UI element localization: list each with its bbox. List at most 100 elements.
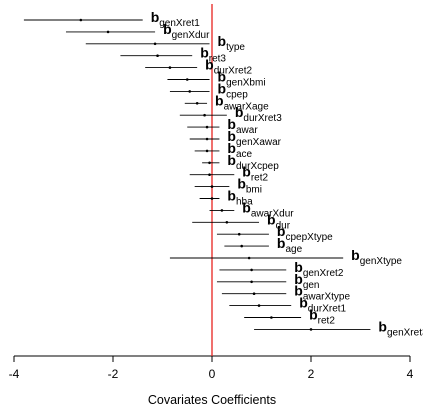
coef-label-type: btype xyxy=(218,33,246,53)
coef-row-10: bgenXawar xyxy=(189,128,282,148)
estimate-point-gen xyxy=(250,280,253,284)
estimate-point-durXret2 xyxy=(168,66,172,69)
coef-label-main: b xyxy=(299,295,308,311)
coef-label-subscript: ret2 xyxy=(318,316,336,327)
x-tick-label-0: -4 xyxy=(9,367,20,381)
estimate-point-awar xyxy=(205,125,209,129)
coef-label-main: b xyxy=(378,318,387,334)
coef-label-subscript: cpepXtype xyxy=(285,232,333,243)
estimate-point-genXtype xyxy=(247,256,251,260)
coef-label-main: b xyxy=(277,223,286,239)
coef-label-bmi: bbmi xyxy=(237,176,262,196)
coef-row-26: bgenXret3 xyxy=(254,318,423,338)
coef-label-subscript: durXret1 xyxy=(308,304,347,315)
coef-label-awar: bawar xyxy=(227,116,258,136)
coef-label-subscript: durXret3 xyxy=(243,113,282,124)
coef-label-durXret3: bdurXret3 xyxy=(235,104,282,124)
coef-label-subscript: ret2 xyxy=(251,173,269,184)
coef-label-main: b xyxy=(294,259,303,275)
coef-label-hba: bhba xyxy=(227,188,253,208)
estimate-point-durXcpep xyxy=(208,161,211,165)
coef-label-durXcpep: bdurXcpep xyxy=(227,152,279,172)
coef-label-subscript: awar xyxy=(236,125,258,136)
estimate-point-ret2 xyxy=(270,316,273,319)
coef-row-25: bret2 xyxy=(244,307,335,327)
coef-label-ret3: bret3 xyxy=(200,45,226,65)
coef-label-gen: bgen xyxy=(294,271,319,291)
coef-row-2: btype xyxy=(85,33,246,53)
coef-label-main: b xyxy=(227,116,236,132)
estimate-point-genXawar xyxy=(205,137,209,141)
coef-row-22: bgen xyxy=(216,271,320,291)
estimate-point-dur xyxy=(225,221,229,224)
coef-label-main: b xyxy=(227,128,236,144)
coef-label-ret2: bret2 xyxy=(309,307,335,327)
coef-label-cpepXtype: bcpepXtype xyxy=(277,223,333,243)
estimate-point-ace xyxy=(205,149,209,153)
coef-label-subscript: awarXage xyxy=(224,101,269,112)
coef-label-subscript: awarXdur xyxy=(251,208,294,219)
coef-row-7: bawarXage xyxy=(184,92,269,112)
estimate-point-durXret3 xyxy=(203,113,206,117)
estimate-point-ret2 xyxy=(208,173,211,176)
coef-label-main: b xyxy=(215,92,224,108)
coef-row-12: bdurXcpep xyxy=(202,152,279,172)
estimate-point-hba xyxy=(210,197,214,200)
estimate-point-bmi xyxy=(210,185,214,188)
coef-label-main: b xyxy=(277,235,286,251)
coef-row-20: bgenXtype xyxy=(169,247,402,267)
coef-label-main: b xyxy=(242,199,251,215)
coef-label-genXdur: bgenXdur xyxy=(163,21,210,41)
x-tick-label-2: 0 xyxy=(209,367,216,381)
coef-label-main: b xyxy=(294,271,303,287)
coef-label-main: b xyxy=(235,104,244,120)
coef-label-genXtype: bgenXtype xyxy=(351,247,402,267)
coef-label-main: b xyxy=(218,33,227,49)
coef-label-awarXtype: bawarXtype xyxy=(294,283,350,303)
coef-label-main: b xyxy=(351,247,360,263)
coef-label-subscript: genXret2 xyxy=(303,268,344,279)
coef-label-genXret1: bgenXret1 xyxy=(151,9,201,29)
coef-label-dur: bdur xyxy=(267,211,291,231)
estimate-point-genXret2 xyxy=(250,268,253,272)
coef-row-18: bcpepXtype xyxy=(216,223,333,243)
coef-label-subscript: dur xyxy=(276,220,291,231)
coef-row-15: bhba xyxy=(199,188,253,208)
coef-label-durXret2: bdurXret2 xyxy=(205,57,252,77)
coef-label-subscript: ace xyxy=(236,149,253,160)
coef-row-4: bdurXret2 xyxy=(145,57,253,77)
coef-row-17: bdur xyxy=(192,211,291,231)
coef-row-1: bgenXdur xyxy=(65,21,210,41)
x-axis: -4 -2 0 2 4 xyxy=(9,355,414,381)
coef-label-genXbmi: bgenXbmi xyxy=(218,69,266,89)
coef-label-subscript: genXret3 xyxy=(387,327,423,338)
estimate-point-durXret1 xyxy=(257,304,261,307)
estimate-point-awarXtype xyxy=(252,292,256,296)
coef-label-ret2: bret2 xyxy=(242,164,268,184)
estimate-point-type xyxy=(153,42,157,46)
estimate-point-cpepXtype xyxy=(237,232,241,236)
coef-label-main: b xyxy=(151,9,160,25)
coef-label-main: b xyxy=(227,152,236,168)
x-tick-label-1: -2 xyxy=(108,367,119,381)
coef-label-main: b xyxy=(242,164,251,180)
coef-row-16: bawarXdur xyxy=(209,199,294,219)
coef-label-main: b xyxy=(227,140,236,156)
coef-label-subscript: gen xyxy=(303,280,320,291)
coef-label-awarXage: bawarXage xyxy=(215,92,269,112)
coef-row-9: bawar xyxy=(187,116,258,136)
estimate-point-awarXage xyxy=(195,102,199,105)
coef-label-main: b xyxy=(237,176,246,192)
estimate-point-cpep xyxy=(188,90,192,93)
x-tick-label-3: 2 xyxy=(308,367,315,381)
coef-label-genXret2: bgenXret2 xyxy=(294,259,344,279)
coef-row-19: bage xyxy=(224,235,303,255)
coef-label-durXret1: bdurXret1 xyxy=(299,295,346,315)
coef-label-age: bage xyxy=(277,235,303,255)
coef-label-subscript: bmi xyxy=(246,185,262,196)
coef-row-6: bcpep xyxy=(169,80,248,100)
coef-label-subscript: genXdur xyxy=(172,30,210,41)
estimate-point-genXret1 xyxy=(79,18,83,22)
